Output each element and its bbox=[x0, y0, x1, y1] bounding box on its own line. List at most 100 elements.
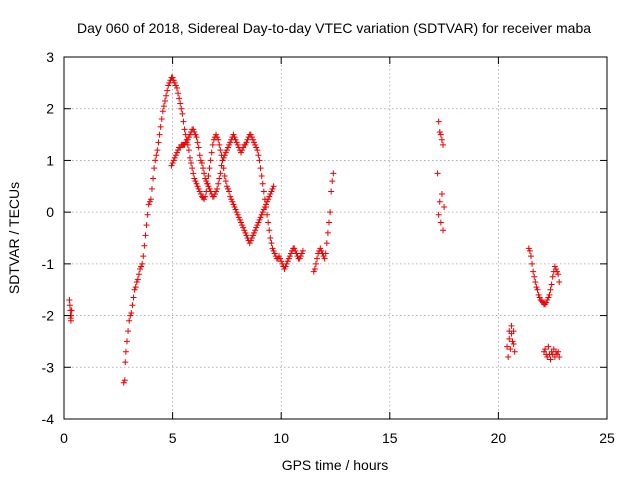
data-point bbox=[185, 147, 192, 154]
data-point bbox=[191, 175, 198, 182]
data-point bbox=[299, 247, 306, 254]
data-point bbox=[258, 172, 265, 179]
data-point bbox=[434, 170, 441, 177]
data-point bbox=[270, 183, 277, 190]
data-point bbox=[221, 152, 228, 159]
data-point bbox=[129, 302, 136, 309]
series-1 bbox=[66, 297, 75, 324]
data-point bbox=[154, 147, 161, 154]
data-point bbox=[164, 87, 171, 94]
data-point bbox=[219, 157, 226, 164]
data-point bbox=[529, 260, 536, 267]
data-point bbox=[214, 185, 221, 192]
data-point bbox=[554, 268, 561, 275]
data-point bbox=[122, 348, 129, 355]
data-point bbox=[170, 157, 177, 164]
data-point bbox=[172, 82, 179, 89]
data-point bbox=[510, 341, 517, 348]
data-point bbox=[555, 271, 562, 278]
data-point bbox=[508, 322, 515, 329]
data-point bbox=[159, 108, 166, 115]
data-point bbox=[152, 157, 159, 164]
data-point bbox=[323, 240, 330, 247]
data-point bbox=[533, 284, 540, 291]
data-point bbox=[197, 191, 204, 198]
data-point bbox=[292, 247, 299, 254]
data-point bbox=[227, 139, 234, 146]
data-point bbox=[268, 188, 275, 195]
data-point bbox=[257, 214, 264, 221]
data-point bbox=[134, 276, 141, 283]
data-point bbox=[131, 286, 138, 293]
data-point bbox=[157, 123, 164, 130]
data-point bbox=[234, 211, 241, 218]
data-point bbox=[238, 149, 245, 156]
data-point bbox=[258, 211, 265, 218]
plot-frame bbox=[63, 56, 608, 420]
data-point bbox=[224, 144, 231, 151]
data-point bbox=[234, 141, 241, 148]
data-point bbox=[312, 260, 319, 267]
data-point bbox=[287, 250, 294, 257]
data-point bbox=[195, 144, 202, 151]
data-point bbox=[527, 253, 534, 260]
data-point bbox=[546, 291, 553, 298]
data-point bbox=[248, 134, 255, 141]
data-point bbox=[267, 191, 274, 198]
data-point bbox=[141, 242, 148, 249]
data-point bbox=[269, 245, 276, 252]
data-point bbox=[265, 219, 272, 226]
data-point bbox=[205, 183, 212, 190]
data-point bbox=[195, 185, 202, 192]
data-point bbox=[135, 271, 142, 278]
data-point bbox=[67, 317, 74, 324]
data-point bbox=[232, 206, 239, 213]
data-point bbox=[227, 193, 234, 200]
data-point bbox=[545, 343, 552, 350]
data-point bbox=[160, 103, 167, 110]
data-point bbox=[156, 131, 163, 138]
data-point bbox=[556, 278, 563, 285]
data-point bbox=[330, 170, 337, 177]
data-point bbox=[221, 172, 228, 179]
chart-title: Day 060 of 2018, Sidereal Day-to-day VTE… bbox=[77, 20, 591, 36]
data-point bbox=[547, 286, 554, 293]
data-point bbox=[248, 235, 255, 241]
data-point bbox=[213, 131, 220, 138]
data-point bbox=[204, 180, 211, 187]
x-tick-label: 0 bbox=[60, 430, 68, 446]
data-point bbox=[186, 154, 193, 161]
data-point bbox=[311, 266, 318, 273]
data-point bbox=[220, 154, 227, 161]
data-point bbox=[437, 131, 444, 138]
data-point bbox=[185, 134, 192, 141]
data-point bbox=[192, 131, 199, 138]
data-point bbox=[435, 118, 442, 125]
x-tick-label: 20 bbox=[491, 430, 507, 446]
data-point bbox=[239, 222, 246, 229]
data-point bbox=[437, 219, 444, 226]
data-point bbox=[244, 136, 251, 143]
data-point bbox=[261, 196, 268, 203]
data-point bbox=[240, 224, 247, 231]
data-point bbox=[233, 209, 240, 216]
data-point bbox=[281, 266, 288, 273]
data-point bbox=[530, 268, 537, 275]
data-point bbox=[177, 100, 184, 107]
series-7 bbox=[525, 245, 563, 308]
data-point bbox=[137, 266, 144, 273]
data-point bbox=[216, 175, 223, 182]
data-point bbox=[266, 227, 273, 234]
data-point bbox=[146, 198, 153, 205]
data-point bbox=[531, 273, 538, 280]
data-point bbox=[298, 250, 305, 257]
data-point bbox=[291, 245, 298, 252]
x-tick-label: 15 bbox=[382, 430, 398, 446]
y-tick-label: -2 bbox=[42, 308, 55, 324]
data-point bbox=[121, 377, 128, 384]
data-point bbox=[228, 196, 235, 203]
data-point bbox=[285, 255, 292, 262]
data-point bbox=[256, 157, 263, 164]
data-point bbox=[150, 175, 157, 182]
